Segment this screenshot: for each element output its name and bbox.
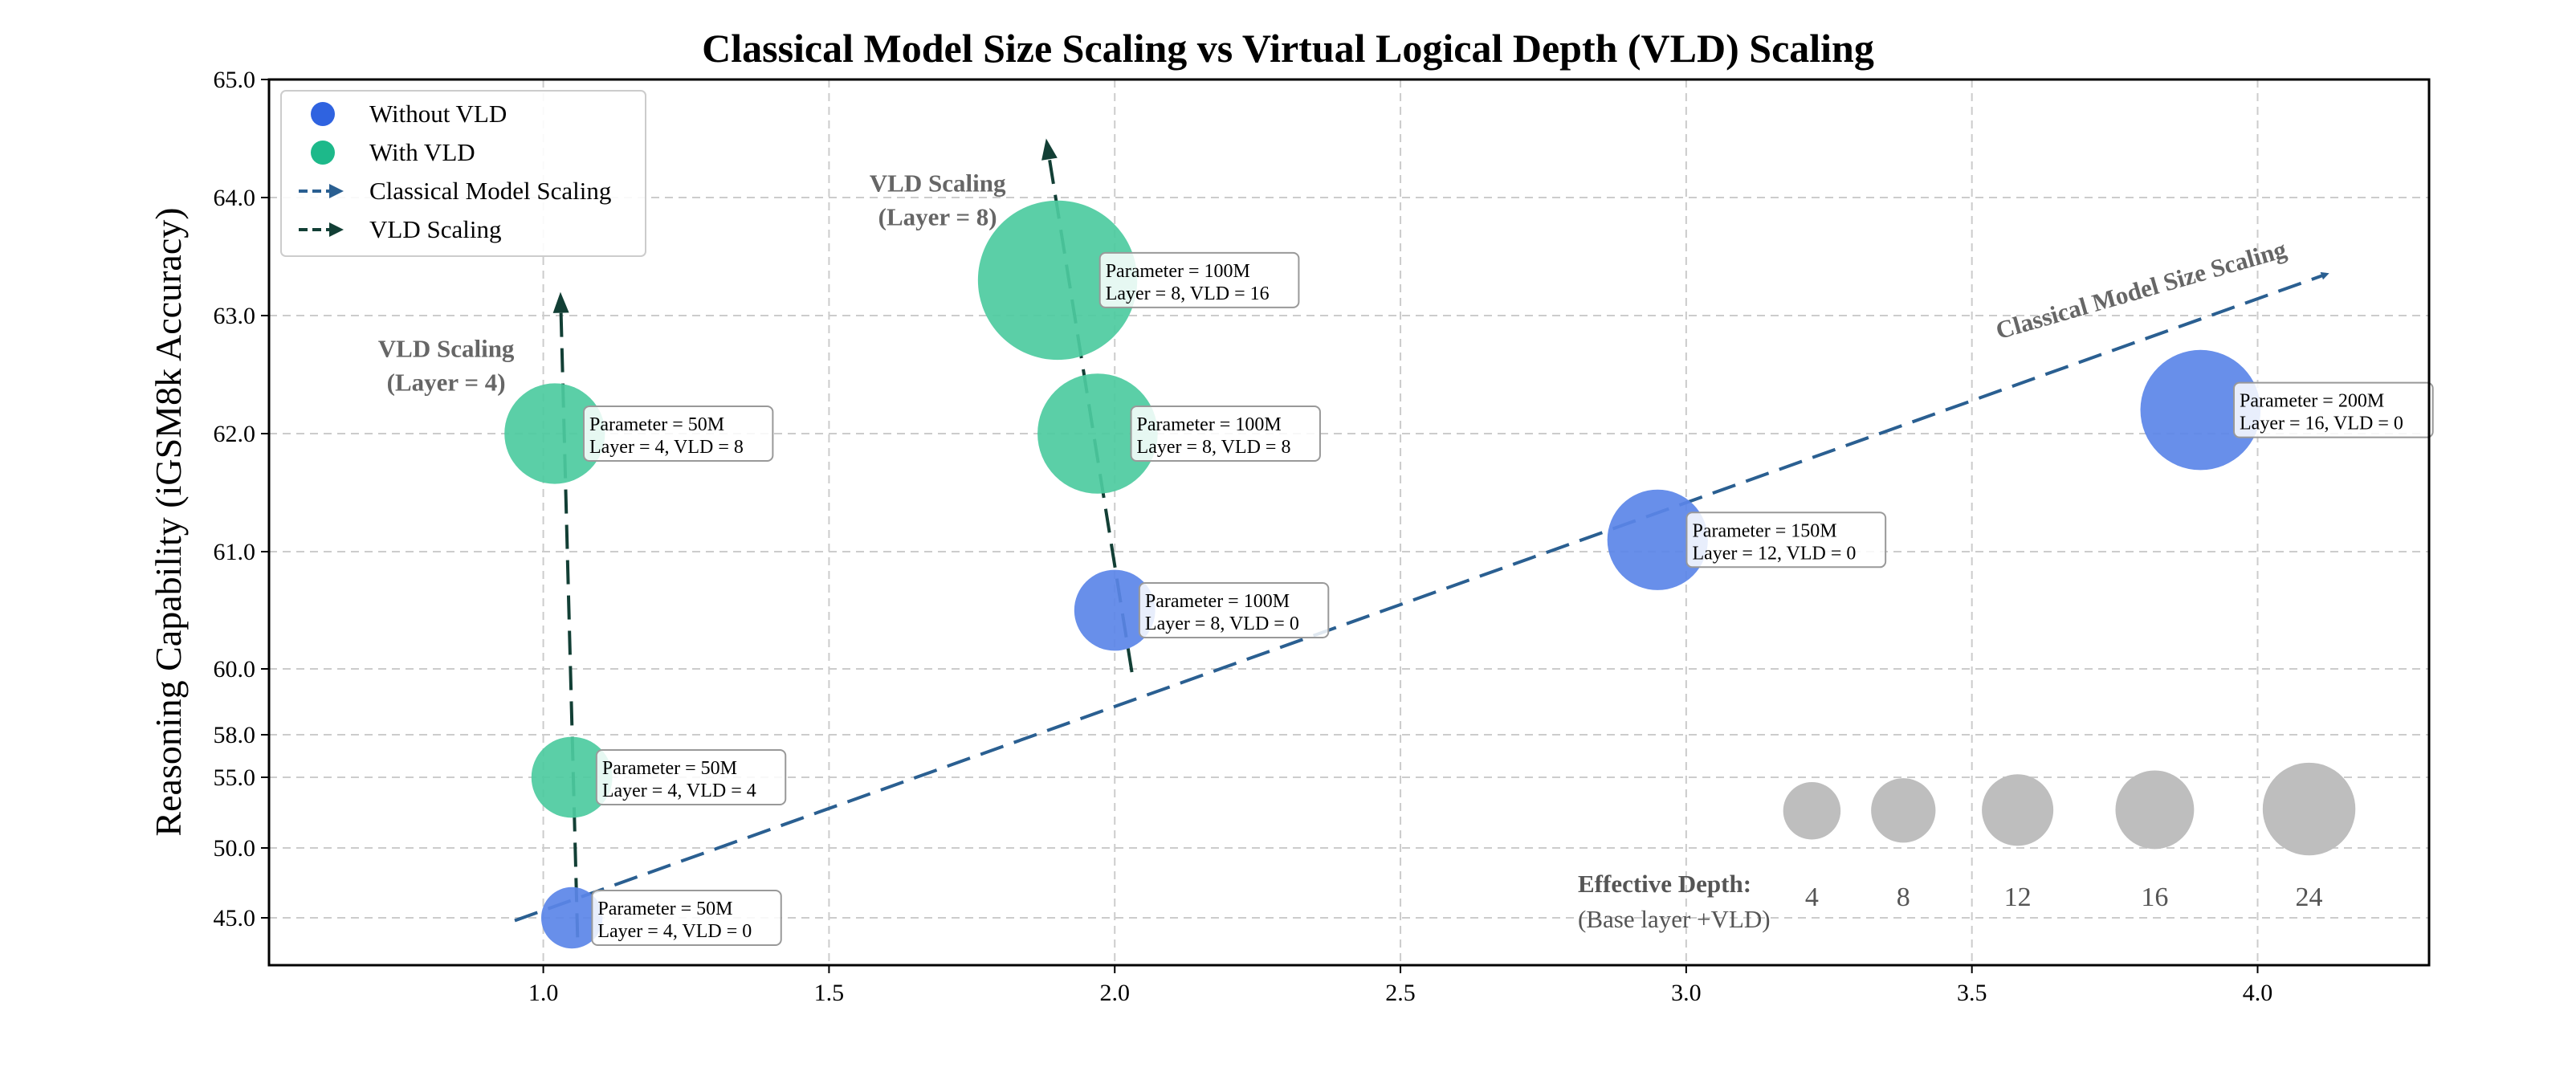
without-vld-label-box-0 [591,890,782,946]
classical-scaling-arrow [514,271,2329,923]
x-tick-label-4: 3.0 [1671,980,1702,1006]
without-vld-point-0 [540,886,603,949]
y-tick-label-7: 63.0 [214,303,256,329]
axis-ticks: 1.0 1.5 2.0 2.5 3.0 3.5 4.0 45.0 50.0 55.0 58.0 60.… [214,67,2273,1006]
with-vld-label-box-3 [1098,251,1300,308]
with-vld-label-line-2-1: Layer = 8, VLD = 8 [1137,437,1291,458]
with-vld-label-line-3-1: Layer = 8, VLD = 16 [1106,283,1270,304]
without-vld-label-line-3-1: Layer = 16, VLD = 0 [2240,414,2403,434]
with-vld-label-line-0-1: Layer = 4, VLD = 4 [602,781,756,801]
vld-scaling-annotation-1-line-1: (Layer = 8) [878,203,997,231]
vld-scaling-annotation-0-line-1: (Layer = 4) [387,368,506,396]
x-tick-label-0: 1.0 [528,980,559,1006]
x-tick-label-5: 3.5 [1957,980,1987,1006]
vld-scaling-annotation-1-line-0: VLD Scaling [870,169,1006,198]
x-tick-label-3: 2.5 [1385,980,1416,1006]
without-vld-label-line-1-1: Layer = 8, VLD = 0 [1145,613,1299,634]
size-legend-value-3: 16 [2141,882,2168,912]
legend-box [280,90,646,257]
size-legend-value-2: 12 [2004,882,2032,912]
size-legend: Effective Depth: (Base layer +VLD) 4 8 12 1… [1578,762,2356,933]
without-vld-label-line-0-1: Layer = 4, VLD = 0 [597,921,752,942]
size-legend-value-0: 4 [1805,882,1819,912]
with-vld-point-1 [504,383,605,484]
chart-title: Classical Model Size Scaling vs Virtual … [702,26,1874,71]
legend-marker-head-3 [329,222,344,237]
without-vld-label-line-2-0: Parameter = 150M [1692,520,1836,541]
with-vld-point-2 [1037,373,1158,494]
legend-label-0: Without VLD [369,100,507,128]
y-tick-label-4: 60.0 [214,656,256,683]
size-legend-circle-0 [1783,781,1841,840]
without-vld-label-line-0-0: Parameter = 50M [597,899,732,919]
without-vld-point-1 [1074,569,1156,651]
y-tick-label-8: 64.0 [214,185,256,211]
with-vld-label-line-1-0: Parameter = 50M [589,414,724,435]
with-vld-label-line-1-1: Layer = 4, VLD = 8 [589,437,744,458]
with-vld-label-box-2 [1130,406,1321,462]
classical-scaling-annotation: Classical Model Size Scaling [1992,234,2289,344]
data-points [504,200,2261,949]
size-legend-title: Effective Depth: [1578,870,1751,898]
y-tick-label-0: 45.0 [214,905,256,931]
with-vld-point-0 [531,736,613,818]
size-legend-circle-3 [2115,770,2195,850]
size-legend-circle-4 [2262,762,2356,856]
legend: Without VLD With VLD Classical Model Scali… [280,90,646,257]
y-tick-label-1: 50.0 [214,835,256,862]
legend-label-1: With VLD [369,138,475,166]
with-vld-label-line-2-0: Parameter = 100M [1137,414,1282,435]
size-legend-value-4: 24 [2296,882,2323,912]
vld-scaling-annotation-0-line-0: VLD Scaling [378,334,515,362]
legend-marker-1 [311,141,335,165]
without-vld-label-box-1 [1138,582,1330,638]
without-vld-label-box-2 [1685,512,1887,569]
size-legend-circle-1 [1871,778,1936,843]
y-tick-label-5: 61.0 [214,539,256,565]
vld-scaling-arrowhead-2 [1041,138,1058,161]
size-legend-subtitle: (Base layer +VLD) [1578,905,1771,933]
with-vld-label-box-1 [582,406,774,462]
y-tick-label-6: 62.0 [214,421,256,447]
without-vld-point-2 [1607,489,1708,590]
legend-label-3: VLD Scaling [369,215,501,243]
scaling-arrows [514,138,2329,938]
without-vld-label-box-3 [2233,381,2434,438]
without-vld-label-line-1-0: Parameter = 100M [1145,591,1290,612]
legend-marker-head-2 [329,184,344,198]
y-tick-label-2: 55.0 [214,764,256,791]
size-legend-circle-2 [1982,774,2054,846]
y-tick-label-3: 58.0 [214,722,256,748]
x-tick-label-2: 2.0 [1099,980,1130,1006]
vld-scaling-arrowhead-1 [552,291,569,313]
without-vld-point-3 [2140,349,2261,471]
with-vld-label-line-0-0: Parameter = 50M [602,758,737,779]
legend-label-2: Classical Model Scaling [369,177,611,205]
with-vld-label-line-3-0: Parameter = 100M [1106,261,1250,282]
size-legend-value-1: 8 [1897,882,1910,912]
without-vld-label-line-3-0: Parameter = 200M [2240,391,2384,412]
y-tick-label-9: 65.0 [214,67,256,93]
x-tick-label-6: 4.0 [2243,980,2273,1006]
axes [267,78,2431,967]
legend-marker-0 [311,102,335,126]
without-vld-label-line-2-1: Layer = 12, VLD = 0 [1692,543,1856,564]
with-vld-point-3 [977,200,1138,361]
y-axis-label: Reasoning Capability (iGSM8k Accuracy) [148,207,189,836]
x-tick-label-1: 1.5 [814,980,845,1006]
with-vld-label-box-0 [595,749,787,805]
plot-frame [267,78,2431,967]
